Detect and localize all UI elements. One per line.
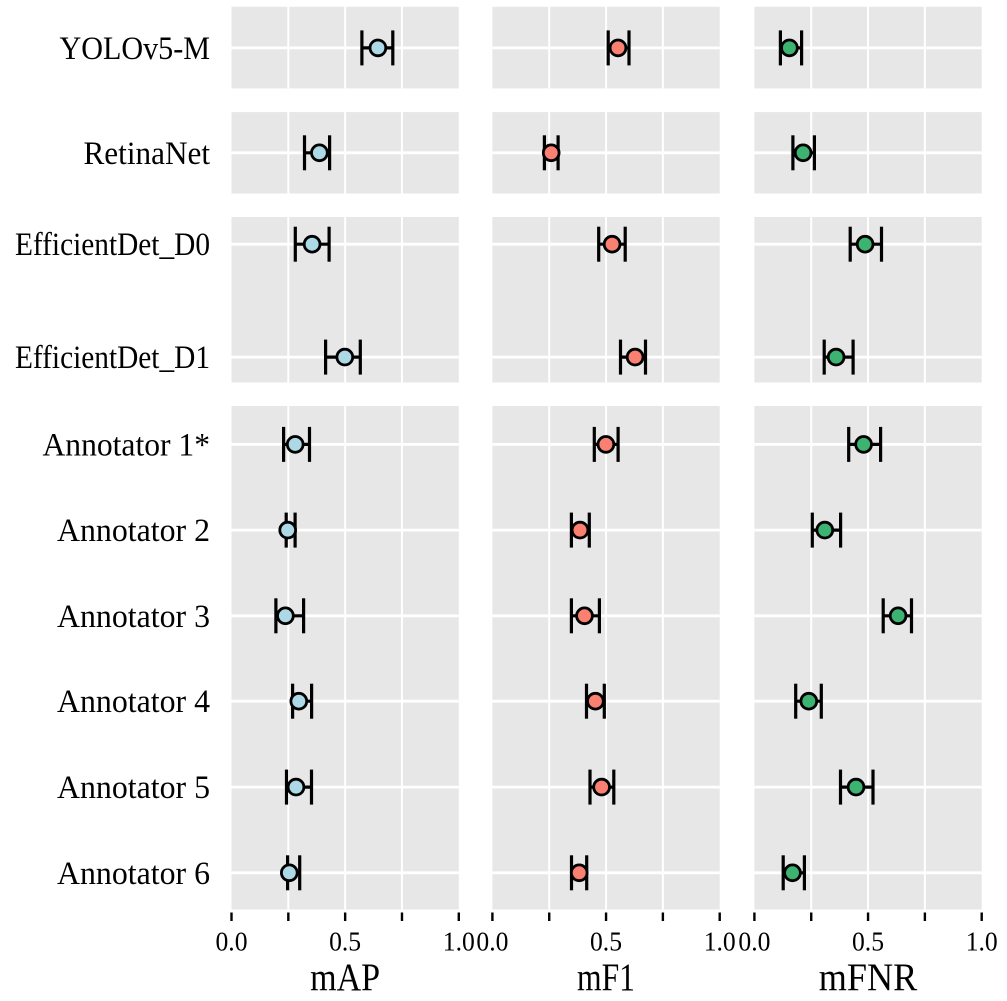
svg-text:0.0: 0.0	[216, 926, 248, 957]
svg-text:0.0: 0.0	[476, 926, 508, 957]
svg-text:Annotator 2: Annotator 2	[57, 513, 210, 549]
svg-text:0.5: 0.5	[590, 926, 622, 957]
svg-text:Annotator 5: Annotator 5	[57, 770, 210, 806]
svg-text:Annotator 6: Annotator 6	[57, 856, 210, 892]
svg-text:0.0: 0.0	[738, 926, 770, 957]
svg-text:0.5: 0.5	[329, 926, 361, 957]
svg-text:1.0: 1.0	[443, 926, 475, 957]
svg-text:1.0: 1.0	[966, 926, 998, 957]
svg-text:mF1: mF1	[577, 956, 635, 996]
svg-text:mFNR: mFNR	[819, 956, 918, 996]
svg-text:mAP: mAP	[310, 956, 380, 996]
svg-text:0.5: 0.5	[852, 926, 884, 957]
svg-text:EfficientDet_D1: EfficientDet_D1	[15, 340, 210, 376]
svg-text:EfficientDet_D0: EfficientDet_D0	[15, 227, 210, 263]
svg-text:1.0: 1.0	[704, 926, 736, 957]
svg-text:Annotator 1*: Annotator 1*	[43, 427, 211, 463]
svg-text:Annotator 4: Annotator 4	[57, 684, 210, 720]
svg-text:RetinaNet: RetinaNet	[84, 136, 211, 172]
svg-text:Annotator 3: Annotator 3	[57, 599, 210, 635]
svg-text:YOLOv5-M: YOLOv5-M	[60, 31, 211, 67]
